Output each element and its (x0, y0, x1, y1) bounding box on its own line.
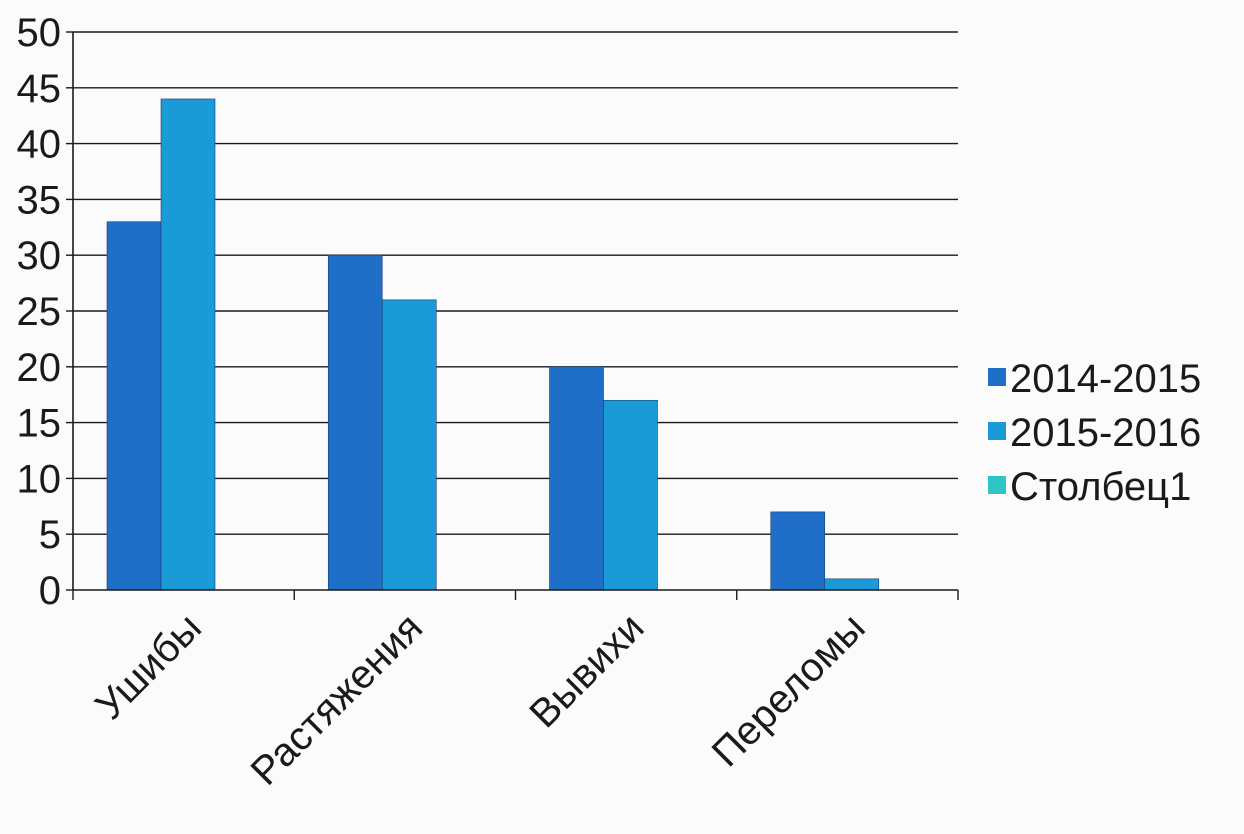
legend: 2014-2015 2015-2016 Столбец1 (988, 357, 1201, 509)
y-tick-label: 10 (17, 457, 62, 501)
y-tick-label: 15 (17, 402, 62, 446)
y-tick-label: 35 (17, 178, 62, 222)
bar-2014-2015-Вывихи (549, 366, 604, 591)
y-tick-label: 0 (39, 569, 61, 613)
bars (106, 98, 880, 591)
legend-label: 2015-2016 (1010, 411, 1201, 455)
bar-2014-2015-Растяжения (327, 254, 383, 591)
legend-swatch (988, 368, 1006, 386)
y-tick-label: 25 (17, 290, 62, 334)
y-tick-label: 45 (17, 67, 62, 111)
legend-label: Столбец1 (1010, 465, 1191, 509)
y-tick-label: 30 (17, 234, 62, 278)
x-category-label: Вывихи (521, 605, 652, 736)
y-tick-label: 50 (17, 11, 62, 55)
y-tick-labels: 0 5 10 15 20 25 30 35 40 45 50 (17, 11, 62, 613)
x-category-label: Ушибы (87, 605, 210, 728)
y-tick-label: 5 (39, 513, 61, 557)
y-tick-label: 20 (17, 346, 62, 390)
x-category-label: Растяжения (243, 605, 432, 794)
x-category-label: Переломы (704, 605, 874, 775)
bar-2015-2016-Переломы (824, 578, 880, 591)
y-tick-label: 40 (17, 123, 62, 167)
legend-swatch (988, 476, 1006, 494)
legend-swatch (988, 422, 1006, 440)
bar-2015-2016-Растяжения (381, 299, 437, 591)
legend-label: 2014-2015 (1010, 357, 1201, 401)
bar-2014-2015-Переломы (770, 511, 826, 591)
axes (66, 31, 959, 600)
x-tick-labels: Ушибы Растяжения Вывихи Переломы (87, 605, 874, 794)
bar-2015-2016-Ушибы (160, 98, 216, 591)
gridlines (73, 31, 958, 535)
bar-2014-2015-Ушибы (106, 221, 162, 591)
bar-2015-2016-Вывихи (603, 399, 658, 591)
